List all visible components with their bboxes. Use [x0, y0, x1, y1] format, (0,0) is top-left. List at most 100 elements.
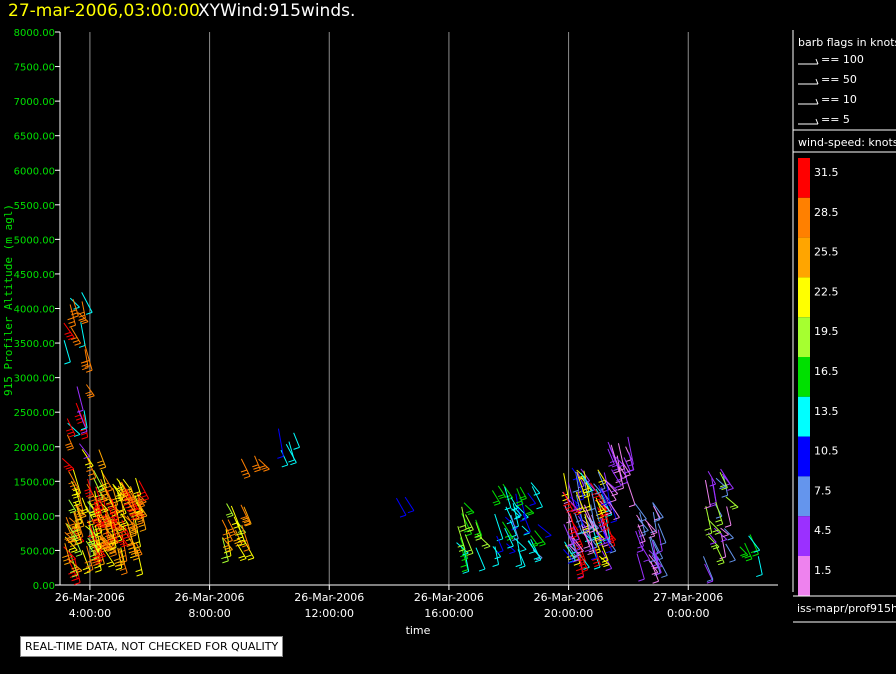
barb-flag [569, 531, 576, 535]
wind-barb [637, 529, 644, 549]
barb-flag [596, 530, 603, 534]
barb-flag [91, 558, 98, 562]
barb-shaft [748, 535, 761, 551]
wind-barb [713, 527, 728, 542]
barb-shaft [513, 506, 522, 516]
wind-barb [575, 472, 585, 502]
barb-shaft [564, 541, 576, 561]
barb-flag [94, 565, 101, 569]
barb-sample-flag [815, 118, 819, 125]
barb-flag [463, 529, 471, 533]
barb-flag [729, 559, 736, 563]
barb-flag [71, 337, 78, 341]
wind-barb [81, 292, 93, 315]
barb-flag [98, 563, 105, 567]
barb-flag [461, 569, 469, 573]
barb-flag [527, 512, 534, 516]
barb-flag [570, 551, 577, 555]
barb-shaft [65, 522, 77, 545]
barb-flag [89, 538, 96, 542]
speed-color-swatch [798, 357, 810, 397]
barb-flag [69, 324, 76, 328]
barb-flag [712, 546, 720, 550]
barb-flag [710, 503, 717, 507]
barb-flag [69, 523, 76, 527]
barb-flag [610, 520, 617, 524]
wind-barb [749, 534, 759, 557]
wind-barb [704, 563, 714, 584]
wind-barb [575, 494, 583, 523]
barb-shaft [515, 504, 529, 518]
wind-barb [595, 532, 606, 546]
barb-flag [74, 538, 81, 542]
barb-flag [128, 546, 135, 550]
barb-shaft [574, 512, 583, 533]
wind-barb [288, 441, 295, 463]
speed-legend-label: 13.5 [814, 405, 839, 418]
barb-flag [99, 466, 106, 470]
barb-shaft [395, 497, 407, 516]
wind-barb [561, 473, 570, 502]
wind-barb [571, 535, 584, 554]
barb-flag [63, 558, 70, 562]
barb-flag [68, 547, 76, 551]
barb-shaft [590, 504, 595, 526]
barb-flag [121, 544, 128, 548]
barb-shaft [702, 556, 714, 580]
wind-barb [635, 530, 644, 553]
barb-flag [79, 428, 87, 432]
barb-flag [75, 504, 82, 508]
barb-shaft [80, 322, 86, 346]
barb-shaft [258, 458, 270, 470]
barb-flag [753, 549, 760, 553]
barb-shaft [627, 436, 634, 465]
speed-color-swatch [798, 158, 810, 198]
barb-shaft [715, 477, 726, 488]
barb-flag [752, 553, 759, 557]
barb-shaft [226, 503, 234, 516]
wind-barb [568, 513, 578, 539]
y-tick-label: 6000.00 [14, 166, 55, 177]
wind-barb [79, 414, 89, 440]
wind-barb [258, 458, 270, 472]
wind-barb [81, 550, 91, 575]
barb-shaft [494, 513, 504, 539]
barb-flag [566, 543, 573, 547]
barb-flag [466, 510, 473, 514]
wind-barb [607, 539, 617, 554]
barb-flag [64, 536, 71, 540]
wind-barb [719, 472, 728, 491]
barb-flag [474, 534, 481, 538]
barb-shaft [502, 521, 514, 539]
barb-flag [76, 509, 83, 513]
barb-flag [84, 560, 91, 564]
barb-flag [121, 494, 129, 498]
barb-flag [93, 563, 100, 566]
barb-shaft [649, 536, 659, 554]
barb-shaft [644, 518, 658, 533]
wind-barb [636, 553, 645, 582]
barb-flag [611, 493, 618, 497]
wind-barb [105, 528, 115, 541]
barb-shaft [519, 486, 527, 499]
barb-flag [139, 513, 146, 517]
y-axis-label: 915 Profiler Altitude (m agl) [2, 204, 15, 396]
wind-barb [637, 518, 649, 534]
wind-barb [563, 549, 575, 564]
barb-flag [583, 566, 590, 570]
barb-shaft [105, 528, 115, 539]
barb-flag [459, 524, 466, 528]
barb-shaft [638, 529, 644, 547]
barb-shaft [580, 472, 593, 491]
barb-shaft [100, 479, 109, 498]
barb-flag [133, 541, 140, 545]
wind-barb [640, 545, 651, 563]
wind-barb [715, 501, 724, 527]
barb-flag [727, 487, 734, 491]
barb-flag [653, 519, 661, 523]
barb-shaft [83, 410, 88, 428]
barb-shaft [510, 514, 519, 539]
barb-shaft [595, 499, 607, 513]
wind-barb [608, 501, 620, 521]
barb-flag [140, 515, 148, 519]
